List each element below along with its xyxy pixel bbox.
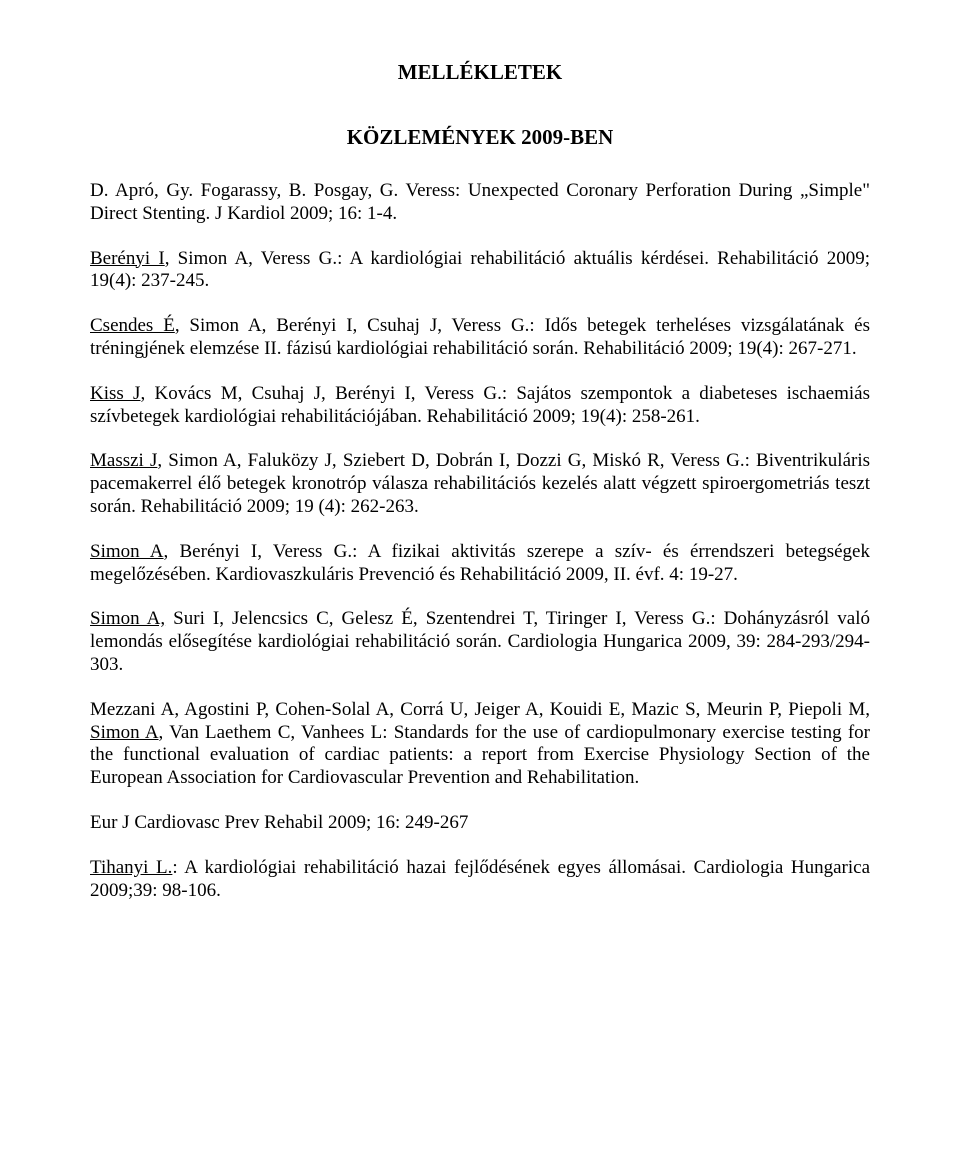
bibliography-entry: D. Apró, Gy. Fogarassy, B. Posgay, G. Ve… bbox=[90, 180, 870, 226]
bibliography-entry: Simon A, Berényi I, Veress G.: A fizikai… bbox=[90, 541, 870, 587]
entry-authors: D. Apró, Gy. Fogarassy, B. Posgay, G. Ve… bbox=[90, 180, 460, 201]
entry-lead-author: Kiss J bbox=[90, 383, 140, 404]
entry-lead-author: Masszi J bbox=[90, 450, 157, 471]
main-title: MELLÉKLETEK bbox=[90, 60, 870, 85]
entry-pre-authors: Mezzani A, Agostini P, Cohen-Solal A, Co… bbox=[90, 699, 870, 720]
entry-authors: , Van Laethem C, Vanhees L: bbox=[159, 722, 388, 743]
document-page: MELLÉKLETEK KÖZLEMÉNYEK 2009-BEN D. Apró… bbox=[0, 0, 960, 1154]
bibliography-entry: Csendes É, Simon A, Berényi I, Csuhaj J,… bbox=[90, 315, 870, 361]
entry-authors: , Simon A, Berényi I, Csuhaj J, Veress G… bbox=[175, 315, 535, 336]
entry-lead-author: Simon A bbox=[90, 722, 159, 743]
bibliography-entry: Masszi J, Simon A, Faluközy J, Sziebert … bbox=[90, 450, 870, 518]
entry-lead-author: Tihanyi L. bbox=[90, 857, 172, 878]
bibliography-entry: Mezzani A, Agostini P, Cohen-Solal A, Co… bbox=[90, 699, 870, 790]
entries-list: D. Apró, Gy. Fogarassy, B. Posgay, G. Ve… bbox=[90, 180, 870, 902]
bibliography-entry: Kiss J, Kovács M, Csuhaj J, Berényi I, V… bbox=[90, 383, 870, 429]
entry-lead-author: Simon A bbox=[90, 541, 164, 562]
entry-lead-author: Berényi I bbox=[90, 248, 165, 269]
entry-authors: , Kovács M, Csuhaj J, Berényi I, Veress … bbox=[140, 383, 507, 404]
entry-authors: , Simon A, Faluközy J, Sziebert D, Dobrá… bbox=[157, 450, 749, 471]
bibliography-entry: Simon A, Suri I, Jelencsics C, Gelesz É,… bbox=[90, 608, 870, 676]
section-title: KÖZLEMÉNYEK 2009-BEN bbox=[90, 125, 870, 150]
bibliography-entry: Tihanyi L.: A kardiológiai rehabilitáció… bbox=[90, 857, 870, 903]
entry-authors: , Simon A, Veress G.: bbox=[165, 248, 343, 269]
entry-lead-author: Simon A, bbox=[90, 608, 165, 629]
entry-tail: Eur J Cardiovasc Prev Rehabil 2009; 16: … bbox=[90, 812, 870, 835]
bibliography-entry: Berényi I, Simon A, Veress G.: A kardiol… bbox=[90, 248, 870, 294]
entry-authors: Suri I, Jelencsics C, Gelesz É, Szentend… bbox=[165, 608, 716, 629]
entry-lead-author: Csendes É bbox=[90, 315, 175, 336]
entry-authors: , Berényi I, Veress G.: bbox=[164, 541, 358, 562]
entry-body: A kardiológiai rehabilitáció hazai fejlő… bbox=[90, 857, 870, 901]
